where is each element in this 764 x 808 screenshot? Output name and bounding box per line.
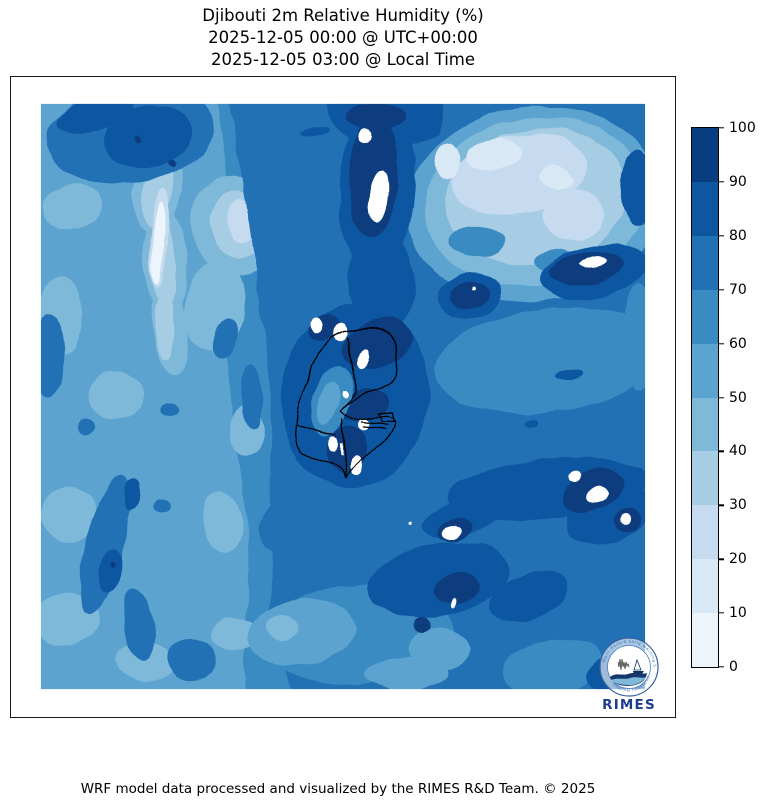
colorbar-band: [692, 451, 718, 506]
humidity-contour-map: [40, 103, 646, 690]
figure-title: Djibouti 2m Relative Humidity (%) 2025-1…: [10, 5, 676, 71]
colorbar-tick: [719, 504, 724, 506]
colorbar-tick: [719, 235, 724, 237]
colorbar-band: [692, 343, 718, 398]
title-line-3: 2025-12-05 03:00 @ Local Time: [210, 50, 476, 69]
colorbar-band: [692, 128, 718, 182]
colorbar-tick: [719, 181, 724, 183]
rimes-logo: Multi-Hazard Early Warning System Region…: [584, 630, 659, 713]
contour-clip: [40, 103, 646, 690]
colorbar-tick: [719, 558, 724, 560]
colorbar-tick-label: 80: [729, 227, 747, 244]
title-line-1: Djibouti 2m Relative Humidity (%): [202, 6, 484, 25]
colorbar-tick-label: 100: [729, 120, 756, 136]
colorbar-tick-label: 50: [729, 389, 747, 406]
logo-wordmark: RIMES: [602, 697, 656, 713]
colorbar-band: [692, 613, 718, 668]
colorbar-tick-label: 20: [729, 551, 747, 568]
colorbar-band: [692, 505, 718, 560]
logo-sail-icon: [633, 658, 642, 671]
colorbar-tick-label: 60: [729, 335, 747, 352]
colorbar-band: [692, 397, 718, 452]
colorbar-tick: [719, 288, 724, 291]
colorbar-tick-label: 0: [729, 659, 738, 675]
colorbar-tick: [719, 127, 724, 129]
colorbar-band: [692, 289, 718, 344]
colorbar-band: [692, 181, 718, 236]
colorbar-tick-label: 40: [729, 443, 747, 460]
colorbar-tick-label: 90: [729, 173, 747, 190]
logo-seismogram-icon: [617, 658, 630, 671]
map-axes: [10, 76, 676, 718]
colorbar-ticks: 0 10 20 30 40 50 60 70 80 90 100: [719, 120, 763, 675]
colorbar-tick: [719, 612, 724, 614]
title-line-2: 2025-12-05 00:00 @ UTC+00:00: [208, 28, 478, 47]
colorbar-band: [692, 559, 718, 614]
saturated-white-spots: [310, 129, 632, 609]
colorbar-band: [692, 235, 718, 290]
colorbar-tick-label: 30: [729, 497, 747, 514]
colorbar: [691, 127, 719, 668]
humidity-contours: [40, 103, 646, 690]
colorbar-tick-label: 10: [729, 605, 747, 622]
colorbar-tick-label: 70: [729, 281, 747, 298]
footer-credit: WRF model data processed and visualized …: [80, 781, 596, 797]
djibouti-admin-borders: [294, 326, 400, 478]
colorbar-tick: [719, 666, 724, 668]
colorbar-tick: [719, 396, 724, 399]
colorbar-tick: [719, 342, 724, 345]
logo-wave-light-icon: [611, 677, 646, 686]
colorbar-tick: [719, 450, 724, 453]
